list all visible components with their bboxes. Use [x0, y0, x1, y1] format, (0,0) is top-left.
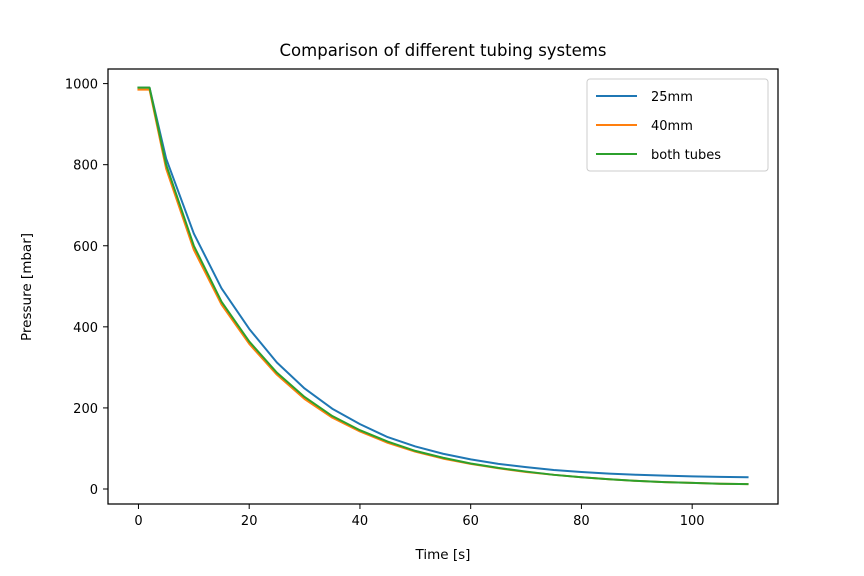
y-tick-label: 600: [73, 240, 98, 255]
x-tick-label: 80: [573, 514, 590, 529]
legend-box: [586, 78, 769, 172]
x-tick-label: 100: [680, 514, 705, 529]
y-tick-label: 800: [73, 159, 98, 174]
y-tick-label: 400: [73, 321, 98, 336]
legend-label: 25mm: [651, 90, 693, 105]
x-tick-label: 40: [352, 514, 369, 529]
legend: 25mm 40mm both tubes: [586, 78, 769, 172]
series-layer: [137, 86, 749, 486]
y-axis-ticks: 0 200 400 600 800 1000: [65, 78, 108, 498]
y-axis-label: Pressure [mbar]: [19, 233, 35, 341]
series-line-3: [137, 86, 749, 486]
x-tick-label: 20: [241, 514, 258, 529]
y-tick-label: 1000: [65, 78, 98, 93]
x-axis-label: Time [s]: [415, 547, 471, 563]
legend-label: 40mm: [651, 119, 693, 134]
legend-label: both tubes: [651, 148, 721, 163]
chart-title: Comparison of different tubing systems: [280, 41, 607, 60]
x-tick-label: 60: [462, 514, 479, 529]
x-tick-label: 0: [134, 514, 142, 529]
y-tick-label: 200: [73, 402, 98, 417]
x-axis-ticks: 0 20 40 60 80 100: [134, 504, 705, 529]
legend-entries: 25mm 40mm both tubes: [596, 90, 721, 163]
y-tick-label: 0: [90, 483, 98, 498]
plot-area-frame: [107, 68, 779, 505]
series-line-1: [137, 86, 749, 479]
